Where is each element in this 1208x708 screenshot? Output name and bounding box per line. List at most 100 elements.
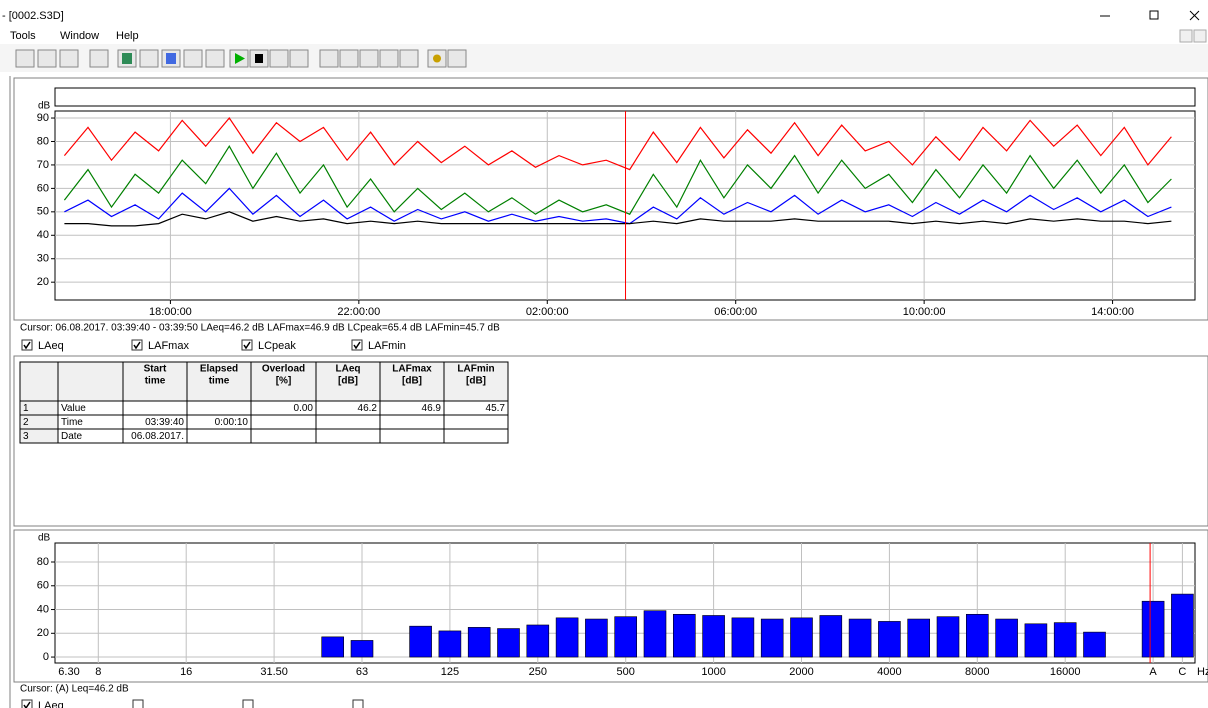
x-axis-label: Hz bbox=[1197, 666, 1208, 678]
x-tick-label: 16 bbox=[180, 666, 192, 678]
x-tick-label: 4000 bbox=[877, 666, 901, 678]
checkbox[interactable] bbox=[131, 339, 143, 351]
table-cell bbox=[315, 414, 381, 430]
checkbox[interactable] bbox=[242, 699, 254, 708]
bar bbox=[936, 616, 960, 658]
toolbar bbox=[0, 44, 1208, 72]
tool-button[interactable] bbox=[289, 49, 309, 68]
check-mark bbox=[133, 341, 141, 350]
tool-button[interactable] bbox=[319, 49, 339, 68]
header-text: [dB] bbox=[402, 376, 422, 387]
y-axis-label: dB bbox=[38, 533, 51, 544]
menu-bar: Tools Window Help bbox=[10, 30, 139, 42]
menu-item[interactable]: Help bbox=[116, 30, 139, 42]
legend: LAeq LAFmax LCpeak LAFmin bbox=[21, 339, 406, 352]
header-cell bbox=[186, 361, 252, 402]
legend: LAeq bbox=[21, 699, 364, 708]
menu-item[interactable]: Window bbox=[60, 30, 99, 42]
bar bbox=[672, 613, 696, 658]
header-text: time bbox=[145, 376, 166, 387]
result-table: StarttimeElapsedtimeOverload[%]LAeq[dB]L… bbox=[19, 361, 509, 444]
table-cell bbox=[379, 414, 445, 430]
y-tick-label: 40 bbox=[37, 603, 49, 615]
bar bbox=[1171, 593, 1194, 658]
x-tick-label: 10:00:00 bbox=[903, 306, 946, 318]
header-text: LAFmin bbox=[457, 364, 494, 375]
bar bbox=[1141, 600, 1165, 658]
y-tick-label: 20 bbox=[37, 276, 49, 288]
x-tick-label: 1000 bbox=[701, 666, 725, 678]
x-tick-label: 250 bbox=[529, 666, 547, 678]
tool-button[interactable] bbox=[399, 49, 419, 68]
bar bbox=[614, 616, 638, 658]
y-axis-label: dB bbox=[38, 101, 51, 112]
table-cell bbox=[186, 400, 252, 416]
close[interactable] bbox=[1189, 10, 1200, 21]
x-tick-label: 63 bbox=[356, 666, 368, 678]
y-tick-label: 70 bbox=[37, 159, 49, 171]
bar bbox=[555, 617, 579, 658]
child-restore[interactable] bbox=[1193, 29, 1207, 43]
bar bbox=[790, 617, 813, 658]
menu-item[interactable]: Tools bbox=[10, 30, 36, 42]
legend-label: LAFmax bbox=[148, 340, 189, 352]
y-tick-label: 0 bbox=[43, 651, 49, 663]
header-text: Overload bbox=[262, 364, 305, 375]
cursor-text: Cursor: (A) Leq=46.2 dB bbox=[20, 684, 129, 695]
tool-button[interactable] bbox=[59, 49, 79, 68]
bar bbox=[526, 624, 550, 658]
cursor-text: Cursor: 06.08.2017. 03:39:40 - 03:39:50 … bbox=[20, 323, 500, 334]
x-tick-label: 6.30 bbox=[58, 666, 79, 678]
header-text: [dB] bbox=[338, 376, 358, 387]
bar bbox=[497, 628, 520, 658]
tool-button[interactable] bbox=[37, 49, 57, 68]
tool-button[interactable] bbox=[379, 49, 399, 68]
check-mark bbox=[353, 341, 361, 350]
window-title: - [0002.S3D] bbox=[2, 10, 64, 22]
header-cell bbox=[250, 361, 317, 402]
tool-button[interactable] bbox=[359, 49, 379, 68]
checkbox[interactable] bbox=[352, 699, 364, 708]
header-text: time bbox=[209, 376, 230, 387]
bar bbox=[731, 617, 755, 658]
check-mark bbox=[23, 341, 31, 350]
checkbox[interactable] bbox=[21, 339, 33, 351]
cell-text: 0.00 bbox=[294, 403, 314, 414]
bar bbox=[467, 627, 491, 658]
window-controls[interactable] bbox=[1100, 10, 1207, 43]
series-line bbox=[63, 145, 1172, 215]
checkbox[interactable] bbox=[21, 699, 33, 708]
tool-button[interactable] bbox=[339, 49, 359, 68]
x-tick-label: 06:00:00 bbox=[714, 306, 757, 318]
spectrum-chart: dB 0 20 40 60 80 6.30 8 16 31.50 63 125 250 500 1000 20… bbox=[37, 533, 1208, 678]
bar bbox=[848, 618, 872, 658]
child-minimize[interactable] bbox=[1179, 29, 1193, 43]
x-tick-label: 8 bbox=[95, 666, 101, 678]
table-cell bbox=[250, 428, 317, 444]
x-tick-label: C bbox=[1178, 666, 1186, 678]
checkbox[interactable] bbox=[351, 339, 363, 351]
checkbox[interactable] bbox=[132, 699, 144, 708]
tool-button[interactable] bbox=[139, 49, 159, 68]
tool-button[interactable] bbox=[269, 49, 289, 68]
cell-text: 2 bbox=[23, 417, 29, 428]
restore[interactable] bbox=[1149, 10, 1159, 20]
table-cell bbox=[186, 428, 252, 444]
checkbox[interactable] bbox=[241, 339, 253, 351]
header-cell bbox=[57, 361, 124, 402]
tool-button[interactable] bbox=[205, 49, 225, 68]
cell-text: 1 bbox=[23, 403, 29, 414]
cell-text: 0:00:10 bbox=[215, 417, 249, 428]
y-tick-label: 80 bbox=[37, 135, 49, 147]
tool-button[interactable] bbox=[15, 49, 35, 68]
time-chart: dB 20 30 40 50 60 70 80 90 18:00:00 22:00:00 02:00:… bbox=[37, 101, 1195, 318]
legend-label: LCpeak bbox=[258, 340, 296, 352]
series-line bbox=[64, 211, 1172, 227]
tool-button[interactable] bbox=[89, 49, 109, 68]
help-button[interactable] bbox=[447, 49, 467, 68]
tool-button[interactable] bbox=[183, 49, 203, 68]
x-tick-label: 02:00:00 bbox=[526, 306, 569, 318]
header-cell bbox=[379, 361, 445, 402]
